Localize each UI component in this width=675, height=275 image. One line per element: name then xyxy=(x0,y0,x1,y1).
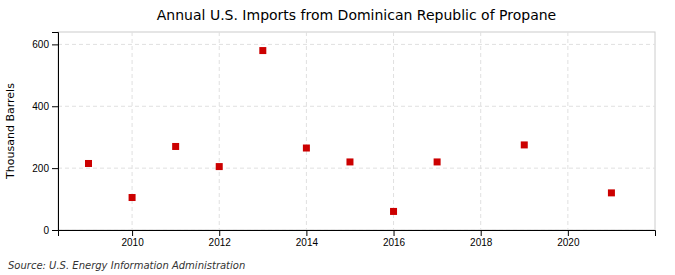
y-axis-title: Thousand Barrels xyxy=(4,83,17,180)
point xyxy=(608,189,615,196)
grid-line-y xyxy=(58,44,655,45)
plot-area: 2010 2012 2014 2016 2018 2020 0 200 400 600 xyxy=(32,32,655,248)
y-axis-line xyxy=(52,33,59,231)
point xyxy=(172,143,179,150)
points xyxy=(85,47,615,215)
grid-line-y xyxy=(58,106,655,107)
grid-line-x xyxy=(567,32,568,230)
chart: 2010 2012 2014 2016 2018 2020 0 200 400 600 Annual… xyxy=(0,0,675,275)
x-tick-label: 2010 xyxy=(121,237,144,248)
y-tick-mark xyxy=(52,44,58,45)
x-tick: 2016 xyxy=(383,230,406,248)
x-tick: 2010 xyxy=(121,230,144,248)
y-tick-mark xyxy=(52,106,58,107)
x-tick-mark xyxy=(394,230,395,236)
x-axis-line xyxy=(59,231,656,237)
y-tick-label: 600 xyxy=(32,39,49,50)
x-tick-mark xyxy=(219,230,220,236)
x-tick-mark xyxy=(306,230,307,236)
x-tick: 2014 xyxy=(296,230,319,248)
x-tick-mark xyxy=(481,230,482,236)
x-tick-label: 2020 xyxy=(557,237,580,248)
point xyxy=(129,194,136,201)
y-tick: 400 xyxy=(32,101,58,112)
grid-line-x xyxy=(393,32,394,230)
point xyxy=(85,160,92,167)
x-tick: 2012 xyxy=(209,230,232,248)
y-tick: 0 xyxy=(43,225,58,236)
y-tick-mark xyxy=(52,230,58,231)
point xyxy=(216,163,223,170)
y-tick: 200 xyxy=(32,163,58,174)
point xyxy=(303,145,310,152)
y-tick-mark xyxy=(52,168,58,169)
grid xyxy=(58,32,655,230)
x-tick: 2020 xyxy=(557,230,580,248)
x-tick-mark xyxy=(568,230,569,236)
x-tick-mark xyxy=(132,230,133,236)
y-tick: 600 xyxy=(32,39,58,50)
point xyxy=(521,141,528,148)
grid-line-x xyxy=(219,32,220,230)
plot-frame xyxy=(58,32,655,230)
y-tick-label: 200 xyxy=(32,163,49,174)
point xyxy=(259,47,266,54)
point xyxy=(346,158,353,165)
grid-line-x xyxy=(480,32,481,230)
y-axis: 0 200 400 600 xyxy=(32,33,58,236)
source: Source: U.S. Energy Information Administ… xyxy=(8,260,245,271)
grid-line-x xyxy=(306,32,307,230)
y-tick-label: 0 xyxy=(43,225,49,236)
x-tick-label: 2012 xyxy=(209,237,232,248)
title: Annual U.S. Imports from Dominican Repub… xyxy=(157,7,556,23)
x-tick-label: 2018 xyxy=(470,237,493,248)
y-tick-label: 400 xyxy=(32,101,49,112)
grid-line-y xyxy=(58,168,655,169)
x-axis: 2010 2012 2014 2016 2018 2020 xyxy=(59,230,656,248)
point xyxy=(434,158,441,165)
x-tick-label: 2014 xyxy=(296,237,319,248)
x-tick-label: 2016 xyxy=(383,237,406,248)
x-tick: 2018 xyxy=(470,230,493,248)
point xyxy=(390,208,397,215)
